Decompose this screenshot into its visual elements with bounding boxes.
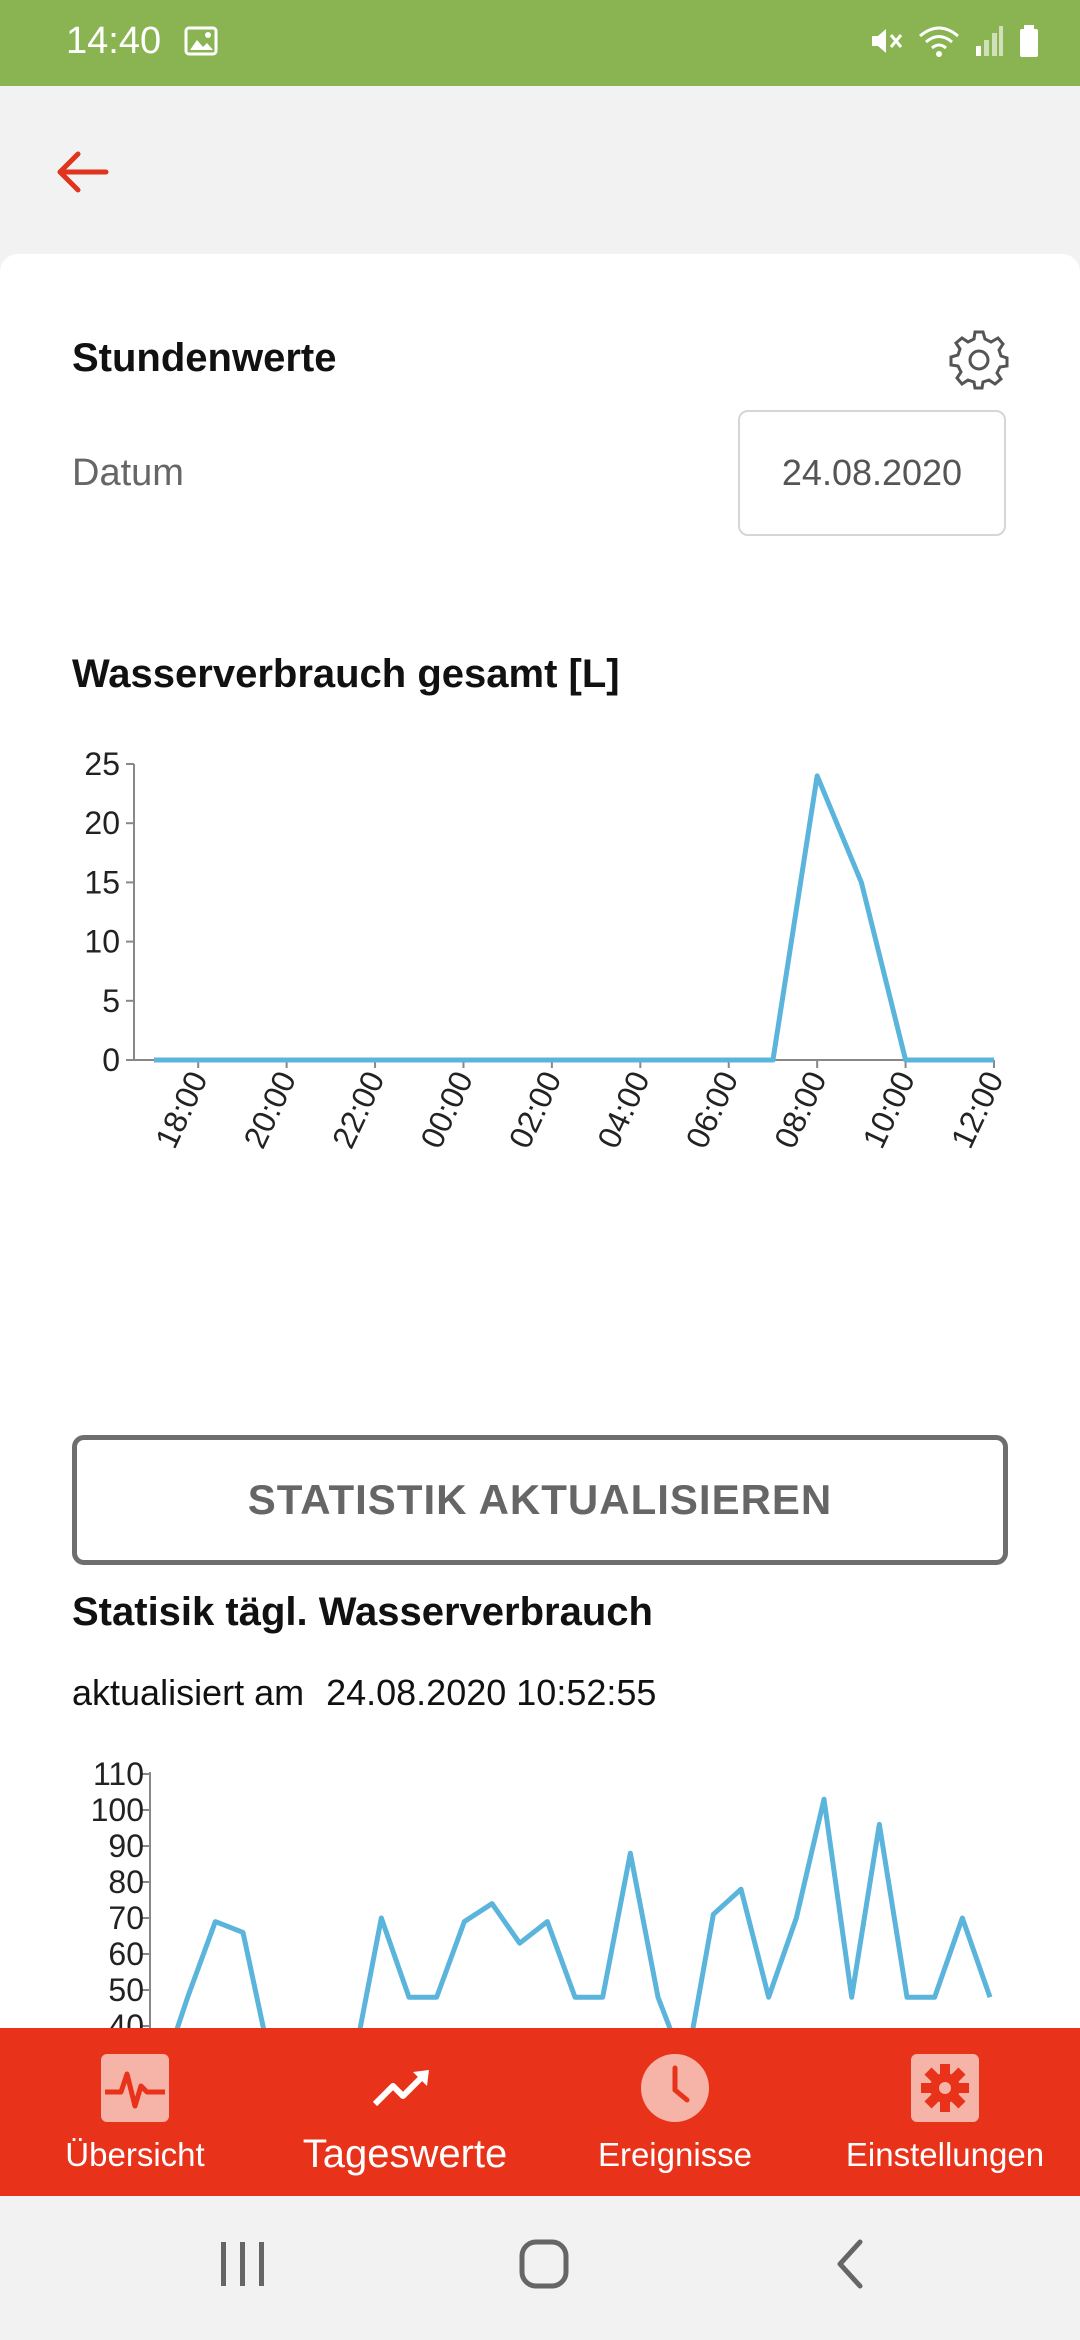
nav-label-uebersicht: Übersicht	[65, 2136, 205, 2173]
updated-value: 24.08.2020 10:52:55	[326, 1672, 657, 1713]
x-tick-label: 00:00	[413, 1066, 479, 1154]
nav-label-ereignisse: Ereignisse	[597, 2136, 753, 2173]
y-tick-label: 40	[108, 2008, 144, 2028]
y-tick-label: 80	[108, 1864, 144, 1900]
series-line	[154, 773, 994, 1063]
updated-line: aktualisiert am 24.08.2020 10:52:55	[72, 1672, 678, 1714]
refresh-statistics-button[interactable]: STATISTIK AKTUALISIEREN	[72, 1435, 1008, 1565]
bottom-nav: Übersicht Tageswerte Ereignisse	[0, 2028, 1080, 2196]
nav-label-tageswerte: Tageswerte	[302, 2132, 508, 2176]
date-label: Datum	[72, 452, 184, 494]
nav-item-uebersicht[interactable]: Übersicht	[0, 2028, 270, 2196]
series-line	[174, 1796, 993, 2028]
heartbeat-icon	[97, 2050, 173, 2126]
y-tick-label: 110	[93, 1756, 144, 1792]
hourly-title: Stundenwerte	[72, 336, 337, 380]
x-tick-label: 10:00	[855, 1066, 921, 1154]
y-tick-label: 0	[102, 1042, 120, 1078]
x-tick-label: 04:00	[590, 1066, 656, 1154]
back-arrow-icon[interactable]	[48, 136, 120, 208]
clock-icon	[637, 2050, 713, 2126]
recent-apps-icon[interactable]	[218, 2236, 268, 2292]
status-bar: 14:40	[0, 0, 1080, 86]
y-tick-label: 60	[108, 1936, 144, 1972]
chart-hourly-title: Wasserverbrauch gesamt [L]	[72, 652, 620, 696]
back-icon[interactable]	[830, 2236, 870, 2292]
x-tick-label: 20:00	[237, 1066, 303, 1154]
image-icon	[184, 26, 218, 56]
y-tick-label: 100	[91, 1792, 144, 1828]
x-tick-label: 02:00	[502, 1066, 568, 1154]
y-tick-label: 10	[84, 924, 120, 960]
status-icons	[868, 24, 1040, 58]
y-tick-label: 25	[84, 746, 120, 782]
x-tick-label: 18:00	[148, 1066, 214, 1154]
updated-label: aktualisiert am	[72, 1672, 305, 1713]
nav-item-tageswerte[interactable]: Tageswerte	[270, 2028, 540, 2196]
gear-icon[interactable]	[946, 326, 1012, 392]
settings-icon	[907, 2050, 983, 2126]
y-tick-label: 20	[84, 805, 120, 841]
app-bar	[0, 86, 1080, 256]
system-nav	[0, 2196, 1080, 2340]
date-picker[interactable]: 24.08.2020	[738, 410, 1006, 536]
content-card: Stundenwerte Datum 24.08.2020 Wasserverb…	[0, 254, 1080, 2028]
x-tick-label: 12:00	[944, 1066, 1010, 1154]
wifi-icon	[919, 26, 959, 57]
mute-icon	[872, 29, 903, 53]
refresh-label: STATISTIK AKTUALISIEREN	[247, 1476, 833, 1523]
signal-icon	[976, 26, 1003, 56]
y-tick-label: 15	[84, 864, 120, 900]
hourly-chart: 0 5 10 15 20 25 18:00 20:00 22:00 00:00 02:00 04:00…	[84, 746, 1010, 1154]
x-tick-label: 06:00	[679, 1066, 745, 1154]
nav-label-einstellungen: Einstellungen	[845, 2136, 1045, 2173]
home-icon[interactable]	[518, 2236, 570, 2292]
trending-up-icon	[367, 2050, 443, 2126]
nav-item-einstellungen[interactable]: Einstellungen	[810, 2028, 1080, 2196]
battery-icon	[1020, 25, 1038, 57]
y-tick-label: 50	[108, 1972, 144, 2008]
date-value: 24.08.2020	[781, 452, 963, 493]
y-tick-label: 70	[108, 1900, 144, 1936]
status-time: 14:40	[66, 20, 162, 62]
nav-item-ereignisse[interactable]: Ereignisse	[540, 2028, 810, 2196]
y-tick-label: 90	[108, 1828, 144, 1864]
y-tick-label: 5	[102, 983, 120, 1019]
x-tick-label: 08:00	[767, 1066, 833, 1154]
daily-title: Statisik tägl. Wasserverbrauch	[72, 1590, 653, 1634]
x-tick-label: 22:00	[325, 1066, 391, 1154]
